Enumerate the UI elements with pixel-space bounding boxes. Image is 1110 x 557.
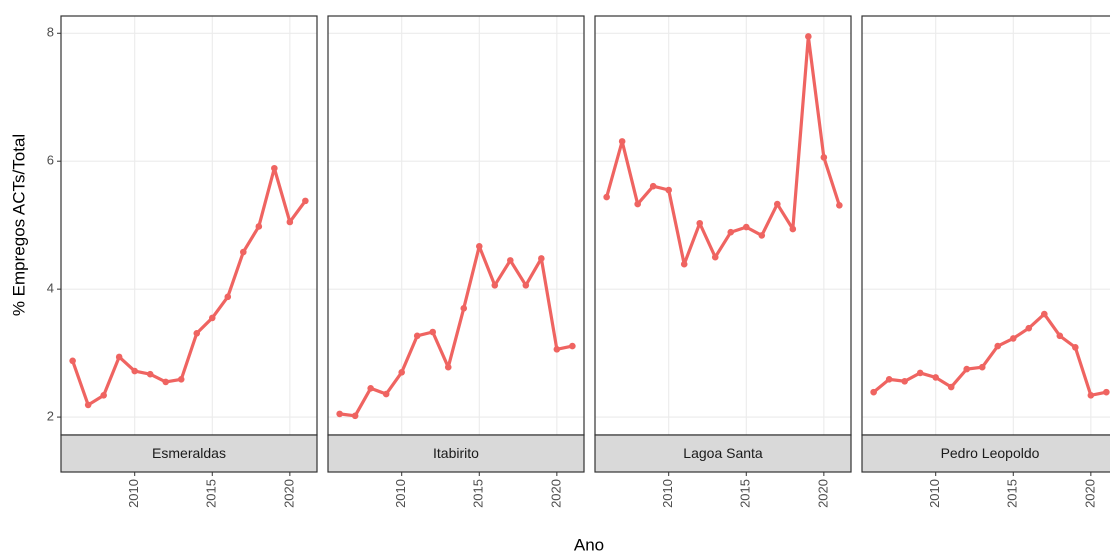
data-point [1009, 335, 1017, 342]
data-point [978, 363, 986, 371]
data-point [742, 223, 750, 231]
strip [327, 434, 585, 473]
data-point [916, 369, 924, 377]
x-tick-label: 2010 [660, 479, 675, 508]
data-point [224, 293, 232, 301]
data-point [1041, 310, 1048, 318]
data-point [727, 228, 735, 236]
strip-label: Lagoa Santa [683, 445, 763, 461]
strip [594, 434, 852, 473]
x-tick-label: 2020 [548, 479, 563, 508]
data-point [84, 401, 92, 409]
x-axis-title: Ano [574, 535, 604, 554]
x-tick-label: 2020 [1082, 479, 1097, 508]
y-tick-label: 6 [47, 153, 54, 168]
data-point [870, 388, 877, 396]
data-point [789, 225, 797, 233]
data-point [131, 367, 138, 375]
data-point [1087, 392, 1095, 399]
data-point [491, 282, 499, 289]
data-point [336, 410, 343, 418]
data-point [286, 218, 294, 226]
x-tick-label: 2015 [738, 479, 753, 508]
data-line [605, 34, 841, 266]
data-point [413, 332, 421, 340]
panel-background [61, 16, 317, 435]
data-point [193, 329, 201, 337]
data-point [162, 378, 170, 386]
data-point [994, 342, 1002, 350]
data-point [115, 353, 123, 361]
data-point [836, 202, 843, 209]
x-tick-label: 2010 [393, 479, 408, 508]
data-point [475, 242, 483, 250]
data-point [507, 257, 514, 264]
data-point [932, 374, 939, 381]
data-point [255, 223, 263, 230]
panel-background [862, 16, 1110, 435]
data-point [603, 193, 610, 201]
data-point [569, 342, 576, 350]
data-point [240, 248, 247, 256]
data-point [538, 255, 545, 262]
data-point [522, 282, 530, 289]
data-point [634, 200, 641, 208]
strip [60, 434, 318, 473]
data-point [758, 232, 766, 239]
data-point [711, 253, 719, 261]
data-point [901, 377, 908, 385]
data-point [947, 383, 955, 391]
strip-label: Itabirito [433, 445, 479, 461]
x-tick-label: 2015 [204, 479, 219, 508]
x-tick-label: 2015 [471, 479, 486, 508]
y-tick-label: 8 [47, 25, 54, 40]
data-point [398, 369, 405, 376]
x-tick-label: 2010 [126, 479, 141, 508]
data-point [665, 186, 672, 194]
x-tick-label: 2015 [1005, 479, 1020, 508]
data-point [271, 164, 278, 172]
data-point [963, 365, 971, 373]
data-point [367, 385, 374, 392]
data-point [1072, 344, 1079, 351]
data-point [177, 376, 185, 383]
y-tick-label: 2 [47, 409, 54, 424]
data-point [618, 138, 626, 145]
x-tick-label: 2020 [281, 479, 296, 508]
data-point [429, 328, 437, 336]
data-point [680, 260, 688, 268]
x-tick-label: 2020 [815, 479, 830, 508]
data-point [146, 370, 154, 378]
data-point [805, 33, 812, 40]
y-axis-title: % Empregos ACTs/Total [9, 134, 28, 316]
data-point [351, 412, 359, 420]
data-point [69, 357, 76, 365]
strip [861, 434, 1110, 473]
data-point [460, 305, 468, 312]
data-line [339, 244, 573, 418]
data-point [1056, 332, 1064, 340]
data-line [71, 166, 307, 407]
data-point [444, 363, 452, 371]
y-tick-label: 4 [47, 281, 54, 296]
data-point [649, 182, 657, 190]
data-point [696, 219, 704, 227]
x-tick-label: 2010 [927, 479, 942, 508]
data-point [820, 154, 828, 161]
data-point [885, 376, 893, 383]
data-point [553, 345, 561, 353]
data-point [302, 197, 309, 205]
panel-background [328, 16, 584, 435]
data-point [1103, 388, 1110, 396]
data-point [100, 392, 107, 399]
panel-background [595, 16, 851, 435]
data-point [1025, 324, 1033, 332]
data-point [382, 390, 390, 398]
strip-label: Esmeraldas [152, 445, 226, 461]
data-line [872, 312, 1107, 397]
data-point [774, 200, 781, 208]
data-point [208, 314, 216, 322]
strip-label: Pedro Leopoldo [941, 445, 1040, 461]
